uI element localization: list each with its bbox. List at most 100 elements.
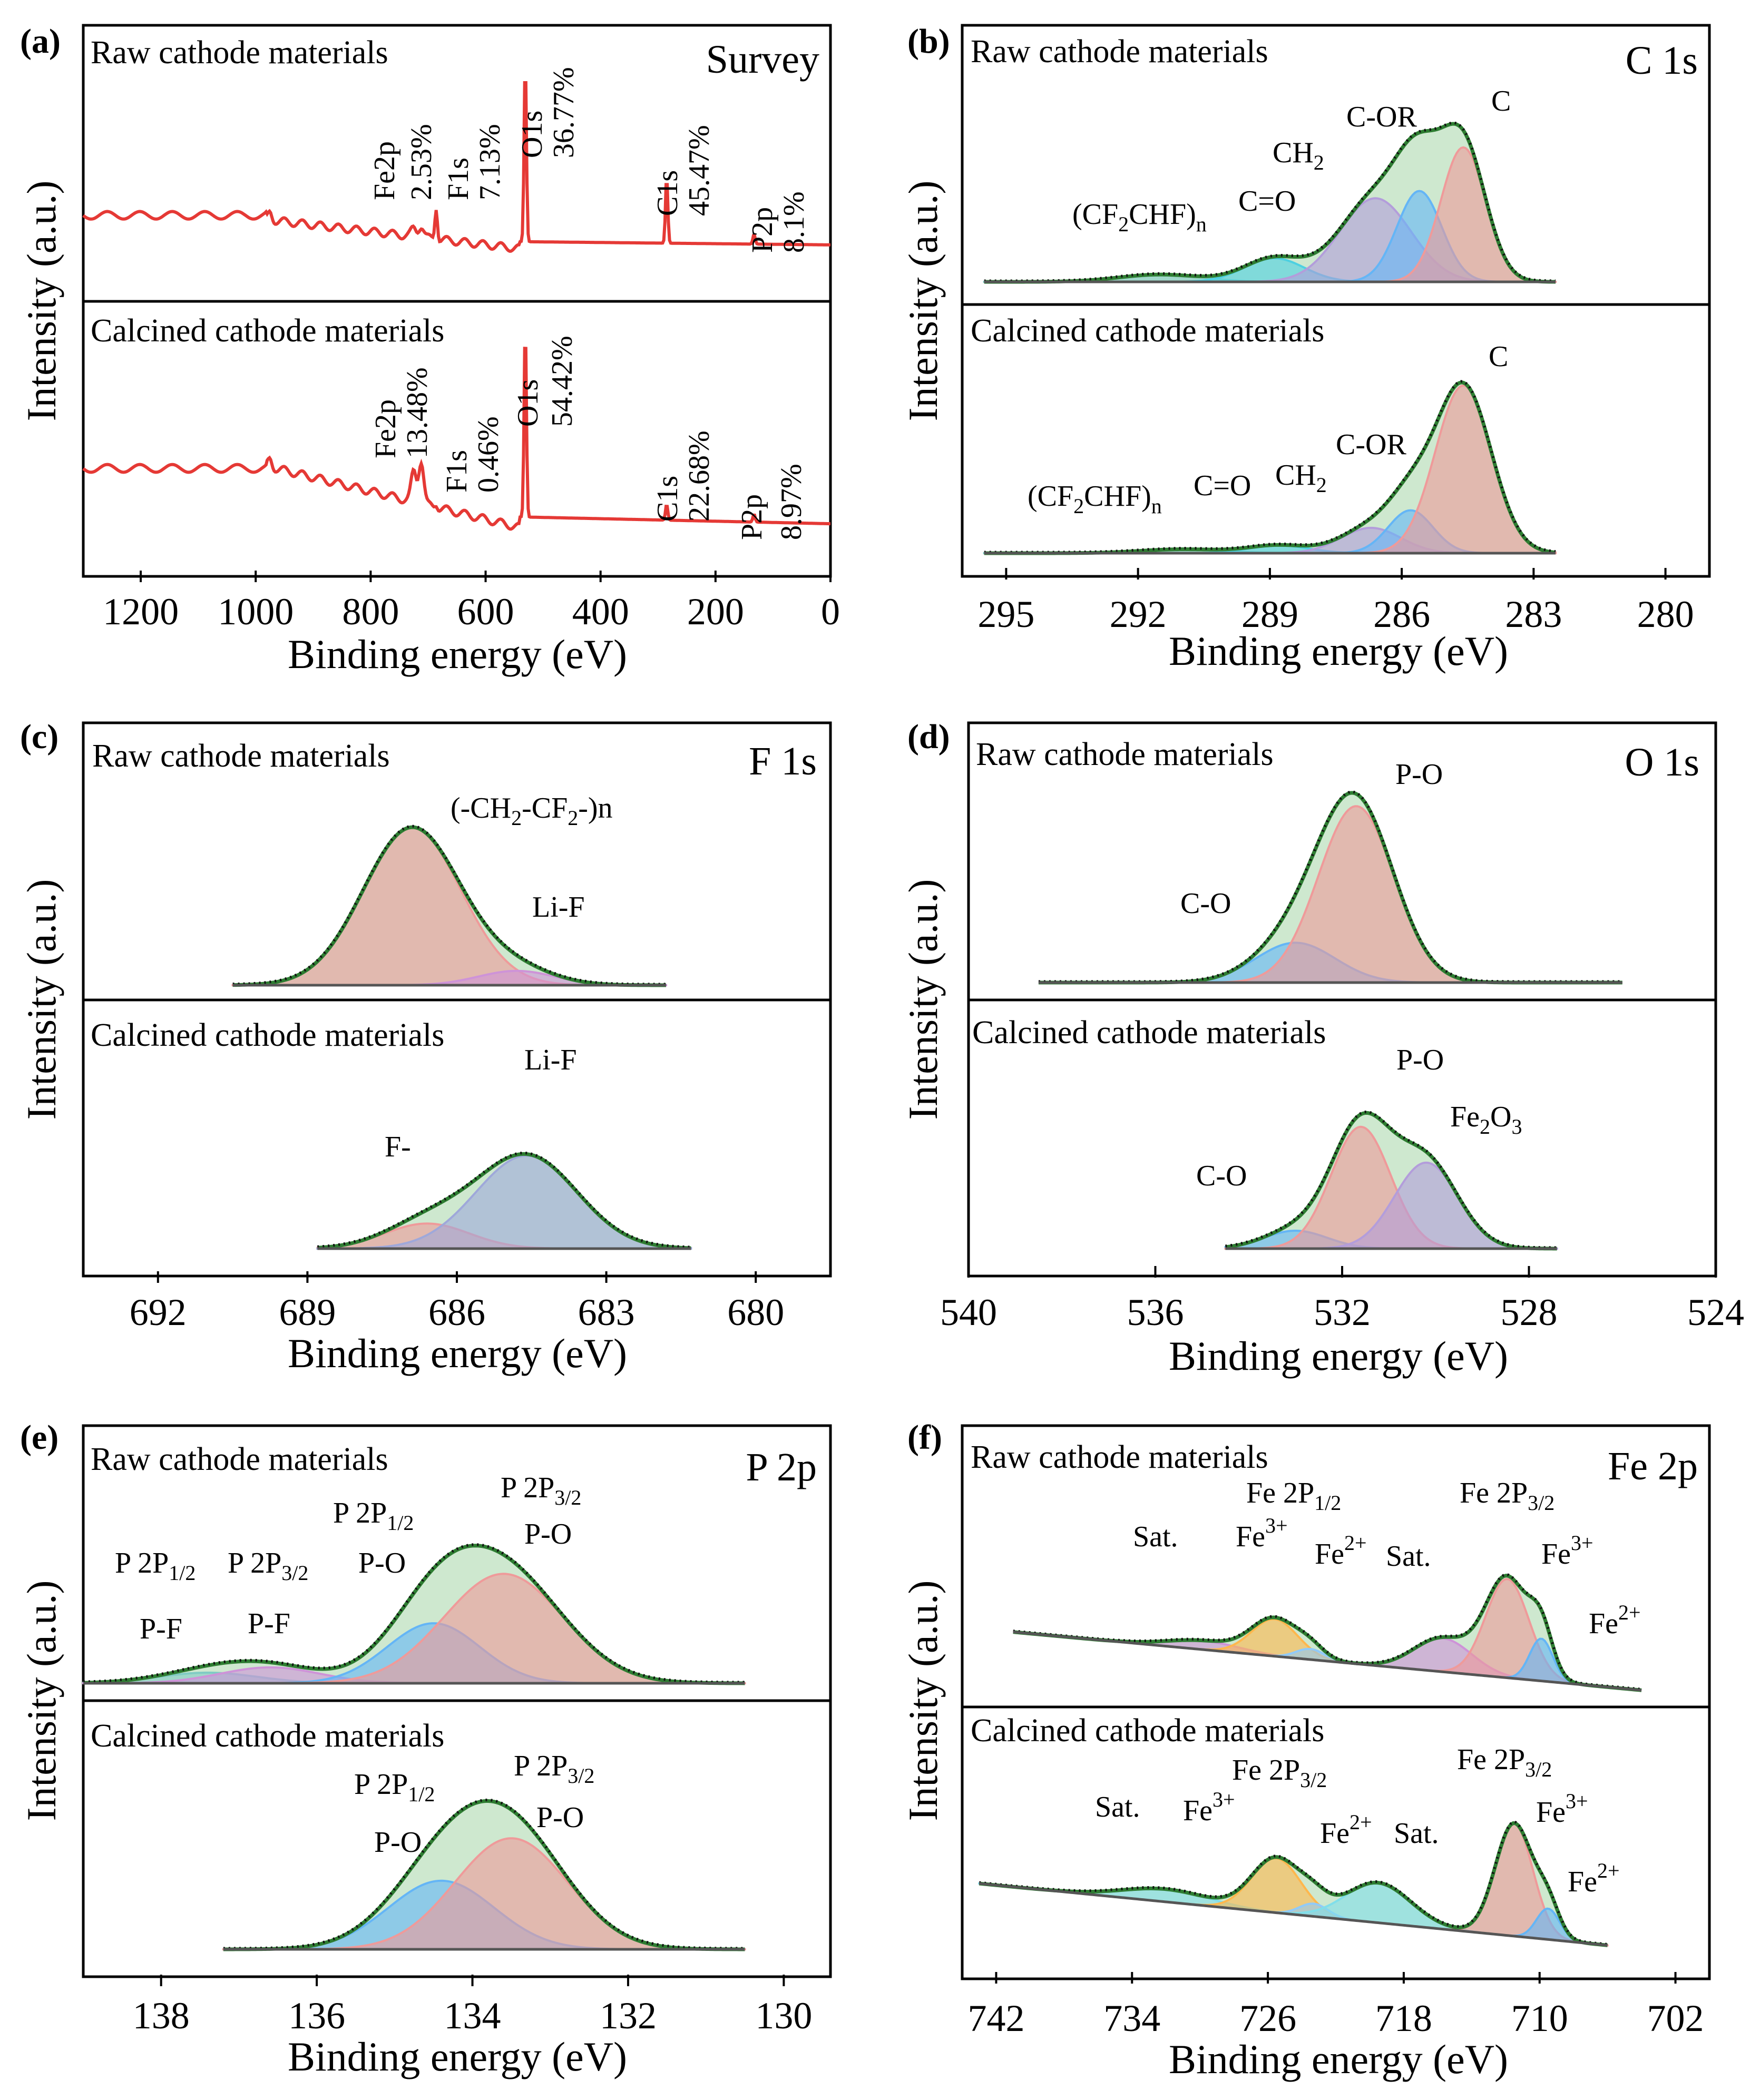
panel-a-bottom-spectrum	[82, 347, 830, 531]
ann-b-top-co: C=O	[1238, 185, 1296, 218]
x-tick-label: 138	[133, 1995, 190, 2037]
x-tick-label: 295	[977, 593, 1034, 635]
panel-d-title: O 1s	[1625, 740, 1699, 784]
ann-e-bot-p2p12: P 2P1/2	[354, 1768, 435, 1806]
ann-f-bot-fe2p32-a: Fe 2P3/2	[1232, 1754, 1327, 1792]
ann-a-top-fe2p-value: 2.53%	[405, 124, 438, 200]
panel-a-title: Survey	[706, 37, 819, 82]
panel-e-x-ticks: 138 136 134 132 130	[133, 1975, 812, 2037]
ann-b-bot-co: C=O	[1194, 469, 1251, 502]
ann-e-p2p32-b: P 2P3/2	[501, 1471, 581, 1509]
x-tick-label: 528	[1501, 1291, 1558, 1333]
ann-f-top-fe2-b: Fe2+	[1589, 1601, 1641, 1640]
panel-c-x-ticks: 692 689 686 683 680	[130, 1271, 784, 1333]
ann-a-bot-p2p-value: 8.97%	[775, 464, 808, 540]
panel-c-y-axis-label: Intensity (a.u.)	[18, 879, 64, 1120]
panel-d-top-label: Raw cathode materials	[976, 737, 1274, 772]
x-tick-label: 286	[1373, 593, 1430, 635]
x-tick-label: 283	[1505, 593, 1562, 635]
ann-f-bot-sat-a: Sat.	[1095, 1791, 1140, 1823]
x-tick-label: 532	[1314, 1291, 1371, 1333]
ann-c-bot-fminus: F-	[385, 1131, 411, 1163]
x-tick-label: 136	[288, 1995, 345, 2037]
x-tick-label: 0	[821, 591, 840, 633]
panel-f-top-spectrum	[1013, 1573, 1642, 1692]
background-line	[979, 1882, 1608, 1947]
x-tick-label: 692	[130, 1291, 187, 1333]
ann-e-bot-po-a: P-O	[374, 1826, 422, 1859]
panel-f-bottom-label: Calcined cathode materials	[971, 1713, 1324, 1749]
panel-f-top-label: Raw cathode materials	[971, 1439, 1268, 1475]
panel-b-top-spectrum	[983, 121, 1557, 284]
ann-a-top-p2p: P2p	[746, 207, 779, 253]
panel-a-top-annotations: Fe2p 2.53% F1s 7.13% O1s 36.77% C1s 45.4…	[368, 67, 810, 253]
x-tick-label: 686	[428, 1291, 485, 1333]
ann-f-bot-fe2-b: Fe2+	[1568, 1859, 1620, 1898]
ann-a-bot-c1s-value: 22.68%	[683, 430, 716, 522]
panel-c-top-label: Raw cathode materials	[92, 738, 390, 774]
x-tick-label: 1000	[218, 591, 294, 633]
panel-b: 295 292 289 286 283 280 (b) Raw cathode mater…	[900, 22, 1711, 674]
panel-e-x-axis-label: Binding energy (eV)	[288, 2034, 627, 2079]
ann-e-pf-a: P-F	[140, 1613, 182, 1645]
ann-a-bot-o1s-value: 54.42%	[546, 336, 579, 427]
ann-c-top-ch2cf2: (-CH2-CF2-)n	[451, 792, 613, 830]
ann-f-bot-sat-b: Sat.	[1394, 1817, 1439, 1850]
ann-f-top-fe2p12: Fe 2P1/2	[1246, 1477, 1341, 1515]
x-tick-label: 1200	[103, 591, 179, 633]
panel-f-x-ticks: 742 734 726 718 710 702	[967, 1972, 1704, 2039]
raw-data-points	[83, 1543, 745, 1684]
x-tick-label: 540	[940, 1291, 997, 1333]
x-tick-label: 734	[1103, 1997, 1160, 2039]
ann-b-top-cor: C-OR	[1346, 101, 1417, 133]
peak-component	[223, 1837, 746, 1950]
x-tick-label: 800	[342, 591, 399, 633]
panel-a-x-axis-label: Binding energy (eV)	[288, 631, 627, 677]
ann-a-bot-f1s-value: 0.46%	[472, 416, 505, 493]
panel-d-y-axis-label: Intensity (a.u.)	[900, 879, 946, 1120]
raw-data-points	[984, 121, 1556, 282]
x-tick-label: 524	[1687, 1291, 1744, 1333]
panel-b-letter: (b)	[907, 22, 950, 61]
ann-e-po-b: P-O	[524, 1518, 572, 1551]
ann-b-bot-ch2: CH2	[1275, 459, 1327, 497]
panel-d-bottom-spectrum	[1224, 1110, 1558, 1251]
x-tick-label: 683	[578, 1291, 635, 1333]
panel-f-y-axis-label: Intensity (a.u.)	[900, 1580, 946, 1821]
panel-d-top-spectrum	[1038, 790, 1622, 985]
ann-a-top-o1s: O1s	[516, 111, 549, 158]
ann-a-top-f1s: F1s	[442, 158, 475, 200]
ann-b-bot-c: C	[1489, 340, 1508, 373]
panel-a-letter: (a)	[20, 22, 61, 61]
panel-e-top-annotations: P 2P1/2 P-F P 2P3/2 P-F P 2P1/2 P-O P 2P…	[115, 1471, 581, 1645]
ann-b-top-ch2: CH2	[1273, 136, 1324, 174]
panel-e-letter: (e)	[20, 1418, 58, 1457]
panel-c: 692 689 686 683 680 (c) Raw cathode material…	[18, 718, 832, 1376]
ann-b-top-c: C	[1491, 85, 1511, 117]
panel-a-bottom-label: Calcined cathode materials	[91, 313, 444, 349]
panel-a-bottom-annotations: Fe2p 13.48% F1s 0.46% O1s 54.42% C1s 22.…	[369, 336, 808, 540]
panel-b-bottom-spectrum	[984, 380, 1557, 555]
panel-d: 540 536 532 528 524 (d) Raw cathode material…	[900, 718, 1744, 1379]
ann-f-top-fe2p32: Fe 2P3/2	[1460, 1477, 1554, 1515]
x-tick-label: 718	[1375, 1997, 1432, 2039]
panel-a: 1200 1000 800 600 400 200 0 (a) Raw cathode ma…	[18, 22, 840, 677]
panel-d-letter: (d)	[907, 718, 950, 756]
ann-a-bot-fe2p: Fe2p	[369, 399, 402, 458]
survey-line	[82, 347, 830, 531]
ann-f-top-fe3-b: Fe3+	[1541, 1531, 1593, 1571]
ann-b-top-cf2chf: (CF2CHF)n	[1072, 198, 1207, 236]
ann-e-pf-b: P-F	[248, 1607, 290, 1640]
panel-b-bottom-label: Calcined cathode materials	[971, 313, 1324, 349]
x-tick-label: 536	[1127, 1291, 1184, 1333]
x-tick-label: 600	[457, 591, 514, 633]
x-tick-label: 280	[1637, 593, 1694, 635]
panel-c-top-spectrum	[231, 825, 668, 987]
ann-a-bot-f1s: F1s	[441, 450, 473, 493]
panel-c-title: F 1s	[749, 739, 817, 783]
raw-data-points	[223, 1798, 745, 1950]
ann-e-bot-p2p32: P 2P3/2	[514, 1750, 594, 1788]
ann-a-bot-c1s: C1s	[651, 476, 684, 522]
ann-e-bot-po-b: P-O	[536, 1801, 584, 1834]
